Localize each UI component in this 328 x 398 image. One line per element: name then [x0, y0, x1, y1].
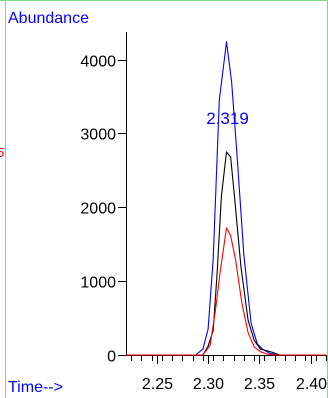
- y-tick-label: 2000: [80, 201, 116, 218]
- y-tick-label: 0: [107, 349, 116, 366]
- y-tick-label: 3000: [80, 127, 116, 144]
- series-line-0: [126, 41, 326, 356]
- edge-cut-text: 5: [0, 145, 4, 160]
- y-axis-title: Abundance: [8, 10, 89, 27]
- series-line-1: [126, 151, 326, 356]
- x-tick-label: 2.35: [244, 376, 275, 393]
- x-tick-label: 2.40: [296, 376, 327, 393]
- y-tick-label: 1000: [80, 275, 116, 292]
- annotation-layer: 2.319: [206, 109, 249, 128]
- y-ticks: 0 1000 2000 3000 4000: [80, 54, 126, 366]
- x-tick-label: 2.25: [142, 376, 173, 393]
- peak-annotation: 2.319: [206, 109, 249, 128]
- x-tick-label: 2.30: [193, 376, 224, 393]
- x-ticks: 2.25 2.30 2.35 2.40: [131, 355, 327, 393]
- x-axis-title: Time-->: [8, 379, 63, 396]
- y-tick-label: 4000: [80, 54, 116, 71]
- series-layer: [126, 41, 326, 356]
- series-line-2: [126, 227, 326, 356]
